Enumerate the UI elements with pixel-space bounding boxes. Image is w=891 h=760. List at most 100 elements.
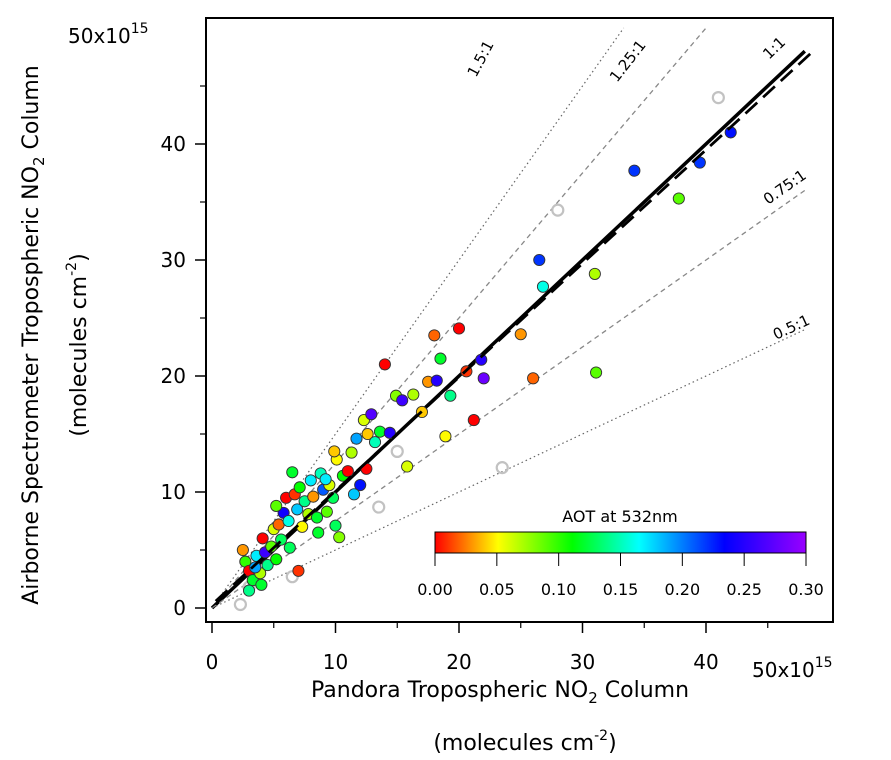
data-point — [249, 561, 262, 574]
y-tick-label: 10 — [161, 480, 186, 504]
data-point — [312, 526, 325, 539]
data-point — [261, 559, 274, 572]
reference-line-labels: 1.5:1 1.25:1 1:1 0.75:1 0.5:1 — [464, 33, 813, 343]
data-point — [368, 436, 382, 449]
data-point — [407, 388, 420, 401]
data-point — [341, 465, 354, 478]
data-point — [467, 414, 480, 427]
excluded-point — [390, 444, 404, 458]
data-point — [304, 474, 317, 487]
reference-label: 0.75:1 — [760, 166, 810, 208]
data-points — [236, 126, 737, 597]
reference-line-0-5-1 — [211, 329, 806, 609]
colorbar-tick-label: 0.05 — [479, 580, 515, 599]
data-point — [270, 553, 283, 566]
data-point — [628, 164, 641, 177]
data-point — [477, 372, 490, 385]
colorbar-tick-label: 0.20 — [665, 580, 701, 599]
data-point — [286, 466, 299, 479]
data-point — [333, 531, 346, 544]
data-point — [383, 426, 396, 439]
data-point — [439, 430, 452, 443]
data-point — [307, 490, 320, 503]
reference-label: 1.25:1 — [606, 37, 650, 86]
excluded-point — [551, 203, 565, 217]
data-point — [270, 499, 283, 512]
x-tick-label: 10 — [323, 650, 348, 674]
colorbar-title: AOT at 532nm — [562, 507, 678, 526]
data-point — [588, 267, 601, 280]
data-point — [329, 519, 342, 532]
data-point — [293, 481, 306, 494]
data-point — [533, 253, 546, 267]
data-point — [328, 445, 341, 458]
colorbar-tick-label: 0.10 — [541, 580, 577, 599]
data-point — [347, 488, 361, 501]
colorbar-tick-label: 0.00 — [417, 580, 453, 599]
data-point — [378, 358, 391, 371]
x-tick-label: 0 — [206, 650, 219, 674]
fit-lines — [214, 52, 812, 603]
excluded-point — [233, 597, 248, 612]
y-tick-label: 0 — [173, 596, 186, 620]
colorbar — [434, 531, 807, 554]
data-point — [536, 280, 550, 293]
colorbar-tick-label: 0.15 — [603, 580, 639, 599]
excluded-points — [233, 90, 725, 612]
y-axis-title: Airborne Spectrometer Tropospheric NO2 C… — [19, 65, 48, 605]
data-point — [283, 541, 296, 554]
reference-label: 0.5:1 — [770, 311, 812, 344]
reference-label: 1.5:1 — [464, 37, 498, 79]
data-point — [430, 374, 443, 387]
data-point — [428, 329, 441, 342]
reference-line-0-75-1 — [211, 189, 806, 609]
y-tick-label: 30 — [161, 248, 186, 272]
colorbar-tick-label: 0.30 — [788, 580, 824, 599]
data-point — [319, 473, 332, 486]
data-point — [242, 584, 256, 597]
data-point — [310, 511, 324, 524]
data-point — [282, 514, 295, 528]
data-point — [255, 578, 268, 591]
x-tick-label: 20 — [446, 650, 471, 674]
data-point — [345, 446, 358, 459]
x-tick-label: 30 — [570, 650, 595, 674]
data-point — [452, 322, 466, 335]
data-point — [256, 532, 269, 545]
data-point — [401, 460, 414, 473]
data-point — [365, 408, 378, 421]
data-point — [354, 478, 367, 492]
data-point — [527, 372, 540, 385]
colorbar-tick-label: 0.25 — [726, 580, 762, 599]
reference-line-1-5-1 — [211, 27, 625, 609]
y-tick-label: 40 — [161, 132, 186, 156]
plot-frame — [205, 17, 834, 623]
x-axis-title: Pandora Tropospheric NO2 Column — [311, 678, 689, 707]
data-point — [396, 394, 409, 407]
y-axis-units: (molecules cm-2) — [64, 253, 92, 436]
data-point — [444, 389, 457, 402]
x-axis-ticks: 0 10 20 30 40 — [206, 622, 769, 674]
regression-fit-line — [214, 52, 812, 603]
data-point — [514, 328, 527, 341]
colorbar-ticks: 0.00 0.05 0.10 0.15 0.20 0.25 0.30 — [417, 553, 824, 599]
y-tick-label: 20 — [161, 364, 186, 388]
reference-label: 1:1 — [759, 33, 789, 63]
data-point — [292, 564, 305, 577]
x-axis-multiplier: 50x1015 — [752, 655, 833, 682]
excluded-point — [495, 461, 509, 475]
data-point — [350, 432, 363, 445]
data-point — [320, 505, 333, 518]
data-point — [590, 366, 603, 379]
data-point — [373, 425, 387, 438]
x-axis-units: (molecules cm-2) — [433, 728, 616, 756]
data-point — [236, 543, 249, 557]
excluded-point — [372, 500, 386, 514]
data-point — [672, 192, 685, 205]
x-tick-label: 40 — [693, 650, 718, 674]
data-point — [434, 352, 447, 365]
y-axis-ticks: 0 10 20 30 40 — [161, 85, 206, 620]
data-point — [361, 427, 374, 441]
data-point — [291, 503, 304, 516]
